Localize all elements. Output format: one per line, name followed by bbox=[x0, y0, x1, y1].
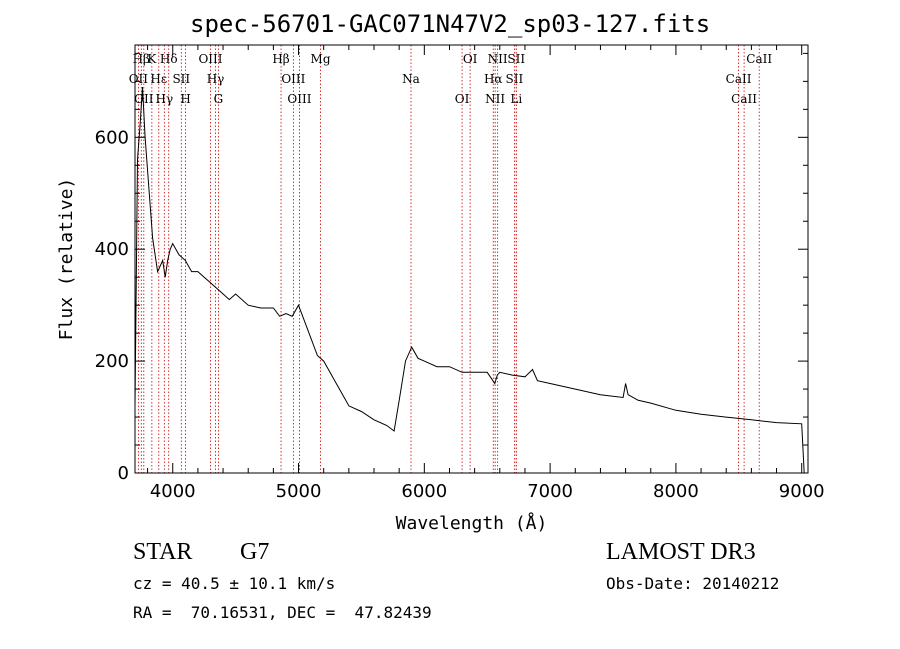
line-label: Na bbox=[402, 72, 420, 86]
spectrum-line bbox=[134, 86, 805, 474]
coordinates: RA = 70.16531, DEC = 47.82439 bbox=[133, 603, 432, 622]
line-label: Li bbox=[510, 92, 522, 106]
x-tick-label: 7000 bbox=[527, 481, 573, 502]
x-tick-label: 6000 bbox=[401, 481, 447, 502]
object-class: STAR bbox=[133, 539, 193, 565]
plot-frame bbox=[134, 44, 809, 474]
obs-date: Obs-Date: 20140212 bbox=[606, 574, 780, 593]
line-label: OIII bbox=[198, 52, 222, 66]
y-tick-label: 400 bbox=[95, 239, 129, 260]
y-tick-label: 600 bbox=[95, 127, 129, 148]
y-axis-label: Flux (relative) bbox=[56, 178, 77, 341]
x-tick-label: 9000 bbox=[779, 481, 825, 502]
survey-name: LAMOST DR3 bbox=[606, 539, 756, 565]
line-label: Hγ bbox=[207, 72, 225, 86]
redshift: cz = 40.5 ± 10.1 km/s bbox=[133, 574, 336, 593]
line-label: SII bbox=[506, 72, 524, 86]
line-label: CaII bbox=[746, 52, 772, 66]
line-label: Hβ bbox=[272, 52, 289, 66]
line-label: Mg bbox=[311, 52, 331, 66]
line-label: SII bbox=[172, 72, 190, 86]
y-tick-label: 200 bbox=[95, 351, 129, 372]
line-label: SII bbox=[507, 52, 525, 66]
x-tick-label: 8000 bbox=[653, 481, 699, 502]
line-label: Hγ bbox=[155, 92, 173, 106]
chart-title: spec-56701-GAC071N47V2_sp03-127.fits bbox=[190, 10, 711, 38]
y-tick-label: 0 bbox=[118, 463, 129, 484]
line-label: Hδ bbox=[160, 52, 178, 66]
line-label: OI bbox=[455, 92, 470, 106]
line-label: OII bbox=[129, 72, 149, 86]
line-label: OII bbox=[134, 92, 154, 106]
line-label: OIII bbox=[287, 92, 311, 106]
x-tick-label: 4000 bbox=[150, 481, 196, 502]
line-label: Hβ bbox=[133, 52, 150, 66]
line-label: Hε bbox=[150, 72, 167, 86]
x-axis-label: Wavelength (Å) bbox=[396, 512, 548, 534]
line-label: NII bbox=[485, 92, 505, 106]
line-label: Hα bbox=[484, 72, 503, 86]
line-label: OI bbox=[463, 52, 478, 66]
line-label: OIII bbox=[281, 72, 305, 86]
x-tick-label: 5000 bbox=[276, 481, 322, 502]
line-label: K bbox=[147, 52, 157, 66]
line-label: NII bbox=[488, 52, 508, 66]
subclass: G7 bbox=[240, 539, 270, 565]
line-label: G bbox=[214, 92, 224, 106]
line-label: CaII bbox=[726, 72, 752, 86]
line-label: CaII bbox=[731, 92, 757, 106]
line-label: H bbox=[180, 92, 190, 106]
